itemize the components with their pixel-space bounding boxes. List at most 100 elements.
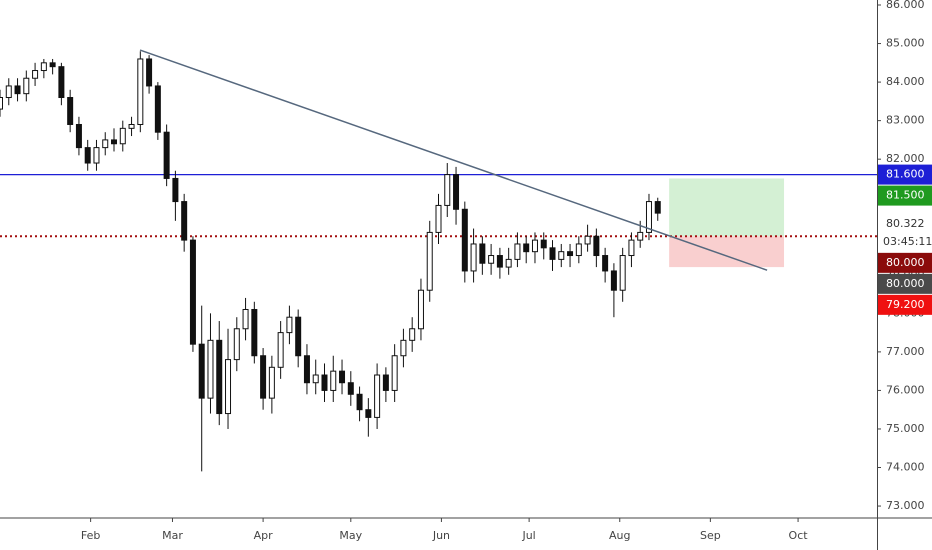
candle-body bbox=[189, 239, 196, 345]
countdown-label: 03:45:11 bbox=[883, 235, 932, 248]
candle-body bbox=[540, 239, 547, 249]
y-tick-label: 73.000 bbox=[886, 499, 925, 512]
profit-zone bbox=[669, 178, 785, 237]
x-tick-label: Sep bbox=[700, 529, 721, 542]
candle-body bbox=[225, 359, 232, 415]
candle-body bbox=[584, 235, 591, 245]
candle-body bbox=[339, 370, 346, 384]
loss-zone bbox=[669, 236, 785, 268]
candle-body bbox=[523, 243, 530, 253]
x-tick-label: Jun bbox=[432, 529, 450, 542]
candle-body bbox=[391, 355, 398, 391]
candle-body bbox=[181, 201, 188, 241]
candle-body bbox=[233, 328, 240, 361]
candle-body bbox=[505, 258, 512, 268]
price-label-box bbox=[878, 213, 932, 252]
candle-body bbox=[610, 270, 617, 291]
candle-body bbox=[111, 139, 118, 145]
candle-body bbox=[435, 204, 442, 233]
price-label: 80.000 bbox=[886, 256, 925, 269]
price-label: 80.000 bbox=[886, 277, 925, 290]
candle-body bbox=[637, 231, 644, 241]
candle-body bbox=[49, 62, 56, 68]
candle-body bbox=[488, 255, 495, 264]
candle-body bbox=[321, 374, 328, 391]
candle-body bbox=[286, 316, 293, 334]
candle-body bbox=[453, 174, 460, 210]
candle-body bbox=[374, 374, 381, 418]
candle-body bbox=[365, 409, 372, 418]
candle-body bbox=[260, 355, 267, 399]
candle-body bbox=[575, 243, 582, 257]
candle-body bbox=[277, 332, 284, 368]
trendline bbox=[139, 49, 768, 271]
candle-body bbox=[128, 123, 135, 129]
candle-body bbox=[172, 177, 179, 203]
candle-body bbox=[23, 77, 30, 95]
candle-body bbox=[295, 316, 302, 357]
y-tick-label: 76.000 bbox=[886, 383, 925, 396]
candle-body bbox=[444, 174, 451, 206]
price-label-box bbox=[878, 252, 932, 273]
x-tick-label: Feb bbox=[81, 529, 100, 542]
candle-body bbox=[5, 85, 12, 99]
candle-body bbox=[146, 58, 153, 87]
x-tick-label: May bbox=[339, 529, 362, 542]
candle-body bbox=[216, 339, 223, 415]
candle-body bbox=[40, 62, 47, 72]
y-tick-label: 82.000 bbox=[886, 152, 925, 165]
candle-body bbox=[654, 201, 661, 214]
candle-body bbox=[347, 382, 354, 395]
y-tick-label: 86.000 bbox=[886, 0, 925, 11]
x-tick-label: Jul bbox=[521, 529, 535, 542]
candle-body bbox=[93, 147, 100, 164]
candle-body bbox=[531, 239, 538, 253]
x-tick-label: Mar bbox=[162, 529, 183, 542]
candle-body bbox=[0, 97, 3, 110]
candle-body bbox=[558, 251, 565, 260]
candle-body bbox=[251, 308, 258, 357]
candle-body bbox=[119, 127, 126, 145]
candle-body bbox=[67, 97, 74, 125]
candle-body bbox=[602, 255, 609, 272]
candle-body bbox=[470, 243, 477, 272]
candle-body bbox=[303, 355, 310, 384]
y-tick-label: 83.000 bbox=[886, 114, 925, 127]
candle-body bbox=[137, 58, 144, 125]
candle-body bbox=[426, 231, 433, 291]
candle-body bbox=[32, 70, 39, 79]
candle-body bbox=[84, 147, 91, 164]
x-tick-label: Aug bbox=[609, 529, 630, 542]
candle-body bbox=[461, 208, 468, 272]
candle-body bbox=[207, 339, 214, 399]
candle-body bbox=[496, 255, 503, 268]
candle-body bbox=[268, 366, 275, 399]
price-label: 81.500 bbox=[886, 189, 925, 202]
candle-body bbox=[58, 66, 65, 99]
y-tick-label: 84.000 bbox=[886, 75, 925, 88]
candle-body bbox=[356, 393, 363, 411]
price-label-box bbox=[878, 273, 932, 294]
candle-body bbox=[567, 251, 574, 257]
candle-body bbox=[417, 289, 424, 330]
candle-body bbox=[154, 85, 161, 133]
price-label-box bbox=[878, 294, 932, 315]
candle-body bbox=[198, 343, 205, 399]
y-tick-label: 77.000 bbox=[886, 345, 925, 358]
candle-body bbox=[409, 328, 416, 341]
candle-body bbox=[400, 339, 407, 357]
x-tick-label: Oct bbox=[789, 529, 809, 542]
candle-body bbox=[382, 374, 389, 391]
x-tick-label: Apr bbox=[254, 529, 274, 542]
y-tick-label: 74.000 bbox=[886, 461, 925, 474]
candle-body bbox=[102, 139, 109, 149]
price-label-box bbox=[878, 185, 932, 206]
candle-body bbox=[549, 247, 556, 260]
candle-body bbox=[242, 308, 249, 330]
candle-body bbox=[330, 370, 337, 391]
price-label: 81.600 bbox=[886, 168, 925, 181]
y-tick-label: 75.000 bbox=[886, 422, 925, 435]
price-label: 79.200 bbox=[886, 298, 925, 311]
candle-body bbox=[628, 239, 635, 257]
